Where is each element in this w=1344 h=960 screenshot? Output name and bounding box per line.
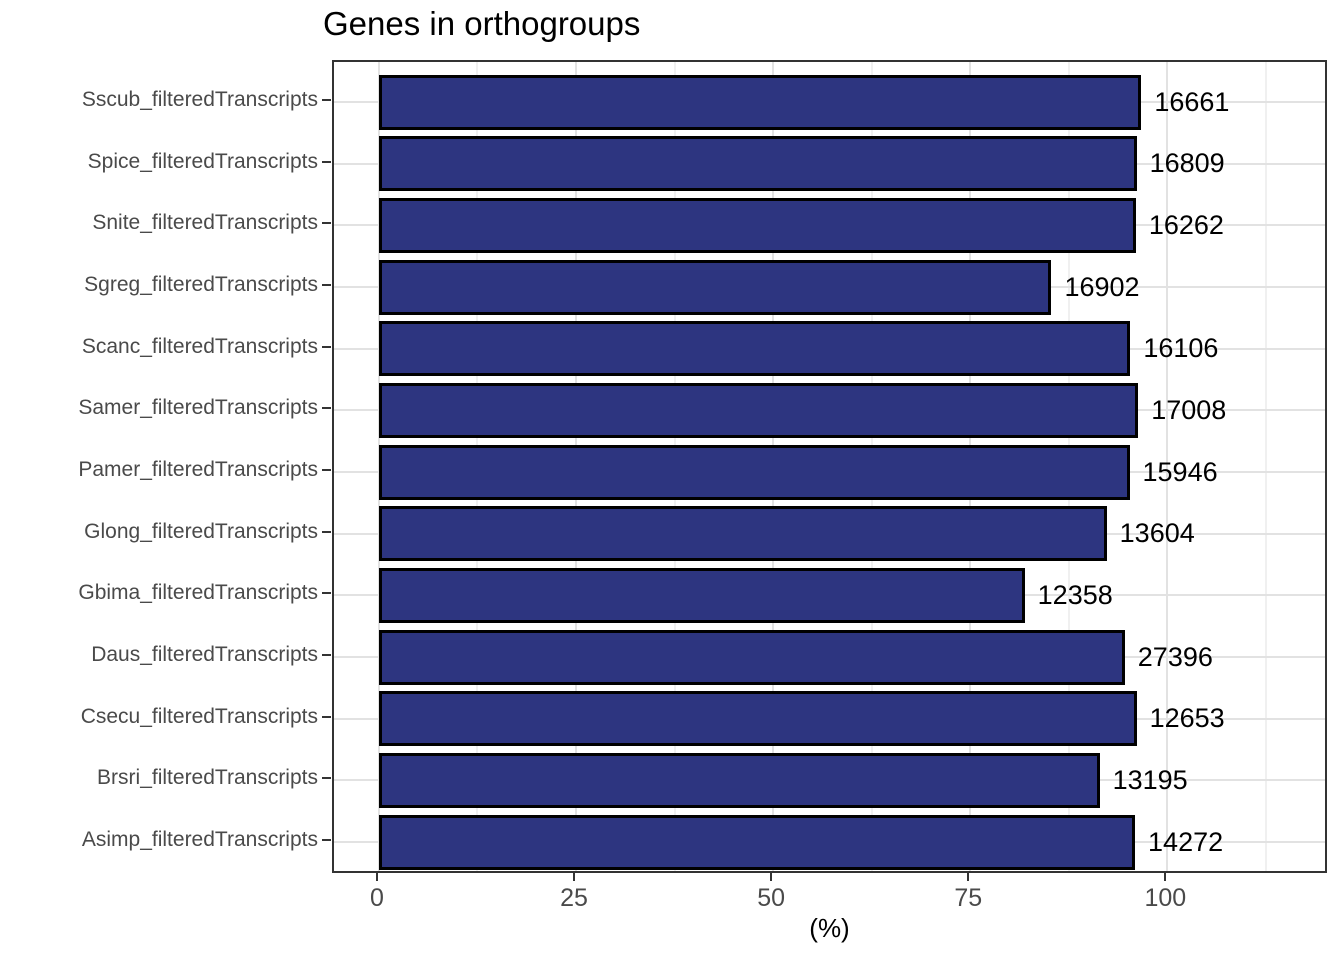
y-tick-mark bbox=[322, 592, 331, 595]
bar bbox=[378, 197, 1136, 253]
y-tick-mark bbox=[322, 530, 331, 533]
y-tick-mark bbox=[322, 777, 331, 780]
bar-value-label: 13195 bbox=[1112, 764, 1188, 795]
bar bbox=[378, 382, 1139, 438]
bar bbox=[378, 74, 1142, 130]
y-axis-label: Sscub_filteredTranscripts bbox=[81, 88, 318, 111]
y-tick-mark bbox=[322, 345, 331, 348]
x-tick-mark bbox=[375, 873, 378, 881]
y-axis-label: Sgreg_filteredTranscripts bbox=[84, 273, 318, 296]
y-axis-label: Daus_filteredTranscripts bbox=[91, 643, 318, 667]
y-tick-mark bbox=[322, 99, 331, 101]
chart-title: Genes in orthogroups bbox=[323, 5, 641, 42]
bar-value-label: 13604 bbox=[1119, 518, 1195, 549]
x-tick-label: 50 bbox=[757, 884, 786, 912]
y-tick-mark bbox=[322, 839, 331, 842]
bar-value-label: 14272 bbox=[1148, 826, 1224, 857]
bar-value-label: 15946 bbox=[1142, 456, 1218, 487]
y-axis-label: Csecu_filteredTranscripts bbox=[80, 704, 318, 728]
y-axis-label: Gbima_filteredTranscripts bbox=[78, 581, 318, 605]
y-tick-mark bbox=[322, 654, 331, 657]
bar-value-label: 16902 bbox=[1064, 271, 1140, 302]
y-axis-label: Snite_filteredTranscripts bbox=[92, 211, 318, 235]
bar-value-label: 12653 bbox=[1149, 703, 1225, 734]
y-axis-label: Spice_filteredTranscripts bbox=[87, 149, 318, 173]
y-axis-label: Asimp_filteredTranscripts bbox=[81, 828, 318, 852]
bar-value-label: 16262 bbox=[1148, 209, 1224, 240]
y-axis-label: Scanc_filteredTranscripts bbox=[81, 334, 318, 358]
x-tick-label: 0 bbox=[369, 884, 384, 912]
y-axis-label: Glong_filteredTranscripts bbox=[84, 519, 318, 543]
y-tick-mark bbox=[322, 469, 331, 472]
bar bbox=[378, 136, 1137, 192]
bar-value-label: 16661 bbox=[1154, 86, 1230, 117]
major-gridline bbox=[1166, 62, 1169, 871]
y-axis-label: Brsri_filteredTranscripts bbox=[97, 766, 318, 790]
bar-value-label: 16809 bbox=[1149, 148, 1225, 179]
x-axis-title: (%) bbox=[809, 913, 850, 943]
y-axis-label: Pamer_filteredTranscripts bbox=[78, 458, 318, 482]
bar bbox=[378, 444, 1130, 500]
bar-value-label: 27396 bbox=[1137, 641, 1213, 672]
x-tick-mark bbox=[1164, 873, 1167, 881]
bar bbox=[378, 321, 1131, 377]
y-tick-mark bbox=[322, 222, 331, 225]
y-tick-mark bbox=[322, 407, 331, 410]
y-tick-mark bbox=[322, 160, 331, 163]
bar bbox=[378, 814, 1136, 870]
x-tick-mark bbox=[967, 873, 970, 881]
bar-value-label: 17008 bbox=[1151, 394, 1227, 425]
bar bbox=[378, 691, 1137, 747]
bar bbox=[378, 567, 1025, 623]
bar bbox=[378, 752, 1100, 808]
y-axis-label: Samer_filteredTranscripts bbox=[78, 396, 318, 420]
y-tick-mark bbox=[322, 715, 331, 718]
bar bbox=[378, 629, 1125, 685]
bar bbox=[378, 506, 1107, 562]
x-tick-mark bbox=[573, 873, 576, 881]
x-tick-mark bbox=[770, 873, 773, 881]
bar-value-label: 12358 bbox=[1037, 579, 1113, 610]
x-tick-label: 100 bbox=[1144, 884, 1187, 912]
bar-value-label: 16106 bbox=[1143, 333, 1219, 364]
bar bbox=[378, 259, 1052, 315]
minor-gridline bbox=[1264, 62, 1267, 871]
x-tick-label: 25 bbox=[560, 884, 588, 912]
plot-panel: 16661 16809 16262 16902 16106 17008 15946 13604… bbox=[332, 60, 1327, 873]
y-tick-mark bbox=[322, 284, 331, 286]
x-tick-label: 75 bbox=[954, 884, 983, 912]
